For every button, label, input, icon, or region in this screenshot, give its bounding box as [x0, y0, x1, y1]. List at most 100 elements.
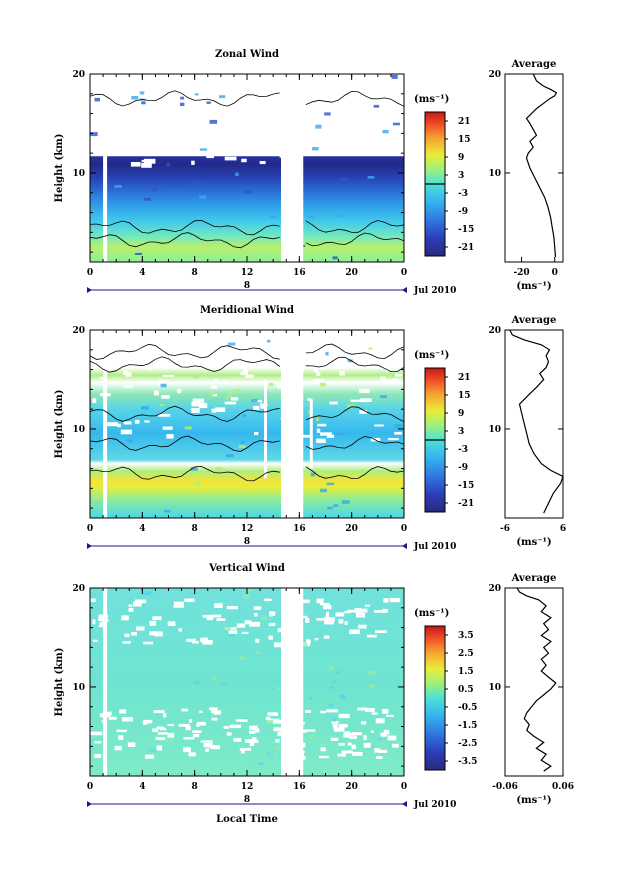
- colorbar-tick-label: 15: [458, 391, 471, 401]
- panel-title: Vertical Wind: [208, 563, 285, 574]
- x-tick-label: 8: [192, 268, 198, 278]
- colorbar-tick-label: 3: [458, 171, 464, 181]
- day-marker: 8: [87, 537, 407, 549]
- data-gap: [281, 74, 304, 262]
- data-gap: [281, 330, 304, 518]
- profile-frame: [504, 587, 564, 777]
- profile-line: [516, 587, 557, 772]
- panel-1: Zonal Wind 0 4 8 12 16 20 0 10 20 Height (km) 8 Jul …: [54, 49, 564, 296]
- x-tick-label: 12: [241, 524, 254, 534]
- x-tick-label: 12: [241, 782, 254, 792]
- colorbar-tick-label: -3.5: [458, 757, 477, 767]
- heatmap-field: [90, 330, 404, 518]
- month-label: Jul 2010: [413, 800, 456, 810]
- y-tick-label: 10: [72, 683, 85, 693]
- x-tick-label: 12: [241, 268, 254, 278]
- profile-y-tick-label: 10: [488, 683, 501, 693]
- colorbar-tick-label: 0.5: [458, 685, 474, 695]
- colorbar-tick-label: 3.5: [458, 631, 474, 641]
- x-tick-label: 0: [87, 782, 93, 792]
- y-tick-label: 20: [72, 70, 85, 80]
- panel-title: Zonal Wind: [215, 49, 279, 60]
- colorbar: (ms⁻¹) 21 15 9 3 -3 -9 -15 -21: [414, 94, 474, 257]
- colorbar-tick-label: 21: [458, 117, 471, 127]
- day-marker-label: 8: [244, 281, 250, 291]
- colorbar-unit: (ms⁻¹): [414, 94, 449, 105]
- profile-y-tick-label: 10: [488, 425, 501, 435]
- profile-x-label: (ms⁻¹): [516, 281, 551, 292]
- colorbar-tick-label: -21: [458, 243, 474, 253]
- profile-x-label: (ms⁻¹): [516, 537, 551, 548]
- colorbar: (ms⁻¹) 3.5 2.5 1.5 0.5 -0.5 -1.5 -2.5 -3.5: [414, 608, 477, 771]
- colorbar-tick-label: -2.5: [458, 739, 477, 749]
- profile-line: [509, 329, 564, 514]
- x-tick-label: 0: [401, 782, 407, 792]
- average-profile: Average 10 20 -6 6 (ms⁻¹): [488, 315, 566, 548]
- data-gap: [309, 399, 313, 469]
- zero-contours: [89, 90, 405, 249]
- colorbar-unit: (ms⁻¹): [414, 608, 449, 619]
- colorbar-tick-label: 9: [458, 153, 464, 163]
- x-tick-label: 4: [139, 268, 145, 278]
- x-tick-label: 20: [345, 268, 358, 278]
- average-profile: Average 10 20 -20 0(ms⁻¹): [488, 59, 564, 292]
- colorbar-tick-label: -9: [458, 463, 468, 473]
- x-tick-label: 16: [293, 782, 306, 792]
- y-axis-label: Height (km): [54, 390, 65, 459]
- day-marker: 8: [87, 795, 407, 807]
- profile-x-tick-label: -0.06: [492, 782, 518, 792]
- y-axis-label: Height (km): [54, 134, 65, 203]
- colorbar-tick-label: -9: [458, 207, 468, 217]
- profile-title: Average: [511, 59, 557, 70]
- y-axis-label: Height (km): [54, 648, 65, 717]
- profile-frame: [504, 329, 564, 519]
- x-tick-label: 20: [345, 524, 358, 534]
- colorbar-tick-label: 3: [458, 427, 464, 437]
- heatmap-gaps: [90, 74, 400, 260]
- profile-x-tick-label: 0: [552, 268, 558, 278]
- x-tick-label: 0: [87, 268, 93, 278]
- colorbar-tick-label: -21: [458, 499, 474, 509]
- colorbar-tick-label: 2.5: [458, 649, 474, 659]
- x-axis: 0 4 8 12 16 20 0: [87, 588, 407, 792]
- profile-x-label: (ms⁻¹): [516, 795, 551, 806]
- profile-x-tick-label: -6: [500, 524, 510, 534]
- colorbar-tick-label: 21: [458, 373, 471, 383]
- colorbar-tick-label: -3: [458, 445, 468, 455]
- data-gap: [103, 153, 108, 262]
- profile-title: Average: [511, 573, 557, 584]
- profile-y-tick-label: 20: [488, 326, 501, 336]
- heatmap-field: [90, 588, 404, 776]
- month-label: Jul 2010: [413, 286, 456, 296]
- colorbar-tick-label: 1.5: [458, 667, 474, 677]
- x-axis: 0 4 8 12 16 20 0: [87, 74, 407, 278]
- colorbar-tick-label: -3: [458, 189, 468, 199]
- x-tick-label: 16: [293, 268, 306, 278]
- colorbar-scale: [424, 625, 446, 771]
- profile-x-tick-label: 0.06: [552, 782, 574, 792]
- colorbar-tick-label: -1.5: [458, 721, 477, 731]
- profile-line: [525, 73, 558, 258]
- colorbar-tick-label: -15: [458, 225, 474, 235]
- panel-3: Vertical Wind 0 4 8 12 16 20 0 10 20 Height (km) 8 J…: [54, 563, 574, 825]
- profile-y-tick-label: 20: [488, 584, 501, 594]
- day-marker-label: 8: [244, 795, 250, 805]
- profile-y-tick-label: 10: [488, 169, 501, 179]
- profile-x-tick-label: 6: [560, 524, 566, 534]
- y-tick-label: 20: [72, 326, 85, 336]
- zero-contours: [89, 343, 405, 482]
- day-marker: 8: [87, 281, 407, 293]
- x-tick-label: 16: [293, 524, 306, 534]
- colorbar: (ms⁻¹) 21 15 9 3 -3 -9 -15 -21: [414, 350, 474, 513]
- data-gap: [103, 588, 108, 776]
- profile-x-tick-label: -20: [513, 268, 529, 278]
- y-tick-label: 20: [72, 584, 85, 594]
- colorbar-tick-label: -15: [458, 481, 474, 491]
- x-tick-label: 8: [192, 524, 198, 534]
- y-tick-label: 10: [72, 169, 85, 179]
- x-tick-label: 20: [345, 782, 358, 792]
- x-axis: 0 4 8 12 16 20 0: [87, 330, 407, 534]
- profile-frame: [504, 73, 564, 263]
- day-marker-label: 8: [244, 537, 250, 547]
